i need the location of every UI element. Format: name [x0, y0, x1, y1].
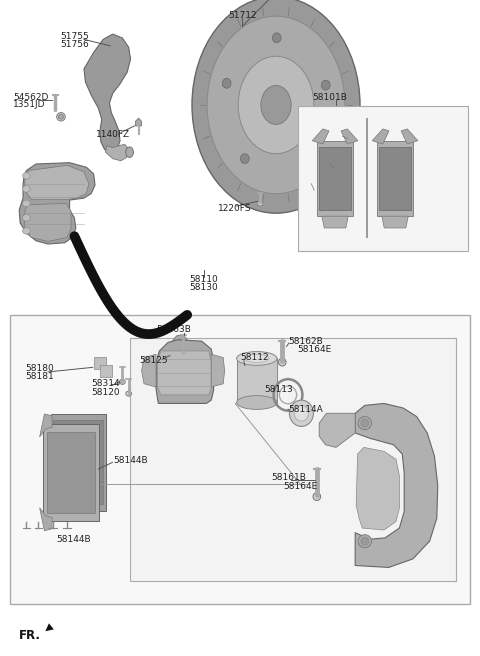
Polygon shape	[156, 340, 214, 403]
Polygon shape	[312, 129, 329, 144]
Ellipse shape	[257, 201, 263, 206]
Polygon shape	[237, 358, 277, 403]
Polygon shape	[25, 165, 89, 199]
Polygon shape	[372, 129, 389, 144]
Polygon shape	[382, 216, 408, 228]
Ellipse shape	[23, 173, 30, 179]
FancyBboxPatch shape	[298, 106, 468, 251]
Text: 58162B: 58162B	[288, 337, 323, 346]
Ellipse shape	[358, 417, 372, 430]
Text: 58164E: 58164E	[283, 482, 317, 491]
Text: 58113: 58113	[264, 384, 293, 394]
Ellipse shape	[361, 419, 369, 427]
Ellipse shape	[302, 155, 311, 165]
Ellipse shape	[245, 354, 269, 363]
Polygon shape	[135, 118, 142, 126]
Ellipse shape	[361, 537, 369, 545]
Polygon shape	[51, 414, 106, 511]
Polygon shape	[157, 351, 211, 395]
Polygon shape	[43, 424, 99, 521]
Text: 58180: 58180	[25, 364, 54, 373]
FancyBboxPatch shape	[10, 315, 470, 604]
Polygon shape	[84, 34, 131, 152]
Text: 51756: 51756	[60, 40, 89, 49]
Ellipse shape	[237, 352, 277, 365]
Polygon shape	[211, 354, 225, 387]
Ellipse shape	[358, 535, 372, 548]
Text: 1220FS: 1220FS	[218, 204, 252, 213]
Text: 58114A: 58114A	[288, 405, 323, 415]
Text: 1140FZ: 1140FZ	[96, 130, 130, 139]
Ellipse shape	[180, 351, 187, 358]
Ellipse shape	[57, 113, 65, 121]
Polygon shape	[341, 129, 358, 144]
Ellipse shape	[261, 85, 291, 125]
Ellipse shape	[126, 391, 132, 396]
Polygon shape	[355, 403, 438, 567]
Polygon shape	[322, 216, 348, 228]
Polygon shape	[106, 144, 129, 161]
Polygon shape	[379, 148, 410, 210]
Text: 51712: 51712	[228, 10, 257, 20]
Text: 58101B: 58101B	[312, 92, 347, 102]
Text: 51755: 51755	[60, 32, 89, 41]
Ellipse shape	[238, 56, 314, 154]
Text: 58112: 58112	[240, 353, 269, 362]
Ellipse shape	[294, 405, 309, 421]
Text: 58130: 58130	[190, 283, 218, 293]
Text: 58164E: 58164E	[298, 345, 332, 354]
Polygon shape	[142, 354, 156, 387]
Polygon shape	[167, 335, 188, 367]
Text: 54562D: 54562D	[13, 92, 49, 102]
Polygon shape	[319, 413, 355, 447]
Ellipse shape	[240, 154, 249, 163]
Polygon shape	[39, 508, 52, 531]
Polygon shape	[317, 140, 353, 216]
Polygon shape	[39, 414, 52, 437]
Text: 58125: 58125	[139, 356, 168, 365]
Ellipse shape	[313, 493, 321, 501]
Text: 58110: 58110	[190, 275, 218, 284]
Text: 58120: 58120	[91, 388, 120, 397]
Ellipse shape	[120, 379, 125, 384]
Ellipse shape	[322, 80, 330, 90]
Ellipse shape	[207, 16, 345, 194]
Text: 58144B: 58144B	[113, 456, 147, 465]
Polygon shape	[401, 129, 418, 144]
Polygon shape	[19, 163, 95, 244]
Ellipse shape	[222, 79, 231, 89]
Ellipse shape	[23, 228, 30, 234]
Ellipse shape	[273, 33, 281, 43]
Polygon shape	[53, 420, 104, 504]
Text: 1351JD: 1351JD	[13, 100, 46, 110]
Ellipse shape	[23, 215, 30, 221]
Polygon shape	[24, 203, 71, 241]
Ellipse shape	[23, 200, 30, 207]
FancyBboxPatch shape	[130, 338, 456, 581]
Text: FR.: FR.	[19, 628, 41, 642]
Polygon shape	[356, 447, 399, 530]
Ellipse shape	[192, 0, 360, 213]
Text: 58161B: 58161B	[271, 473, 306, 482]
Ellipse shape	[278, 358, 286, 366]
Text: 58181: 58181	[25, 372, 54, 381]
Polygon shape	[47, 432, 95, 513]
Text: 58314: 58314	[91, 379, 120, 388]
Ellipse shape	[59, 114, 63, 119]
Polygon shape	[320, 148, 350, 210]
Circle shape	[126, 147, 133, 157]
Ellipse shape	[23, 186, 30, 192]
Text: 58163B: 58163B	[156, 325, 191, 335]
Polygon shape	[100, 365, 112, 377]
Ellipse shape	[289, 400, 313, 426]
Polygon shape	[94, 357, 106, 369]
Ellipse shape	[237, 396, 277, 409]
Text: 58144B: 58144B	[57, 535, 91, 544]
Polygon shape	[377, 140, 413, 216]
